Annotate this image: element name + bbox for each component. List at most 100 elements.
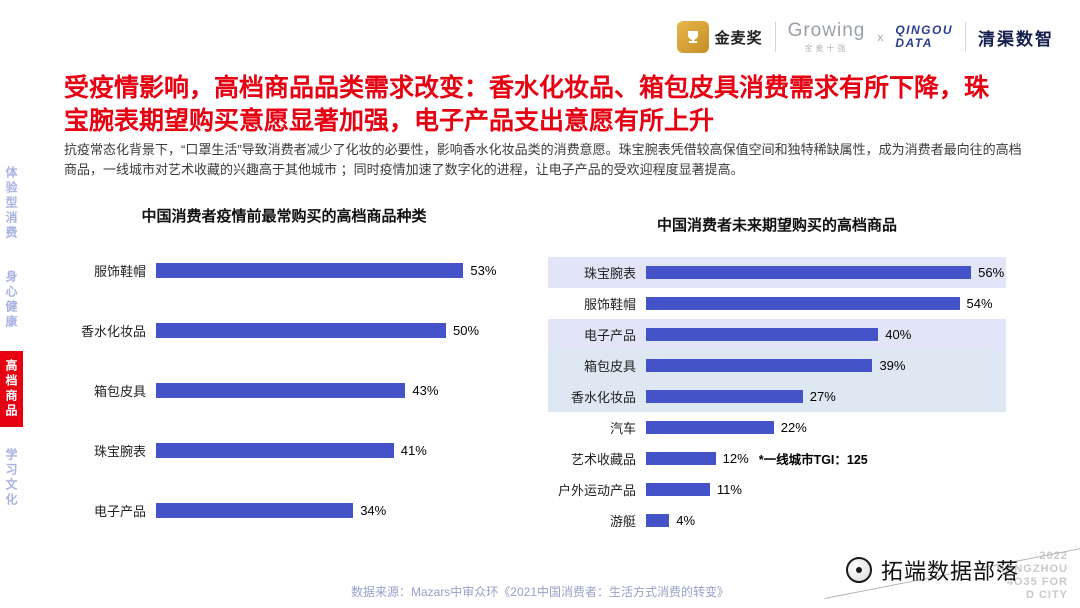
bar-label: 香水化妆品 xyxy=(570,390,636,405)
bar-annotation: *一线城市TGI：125 xyxy=(758,453,868,467)
bar xyxy=(646,421,774,434)
sidebar-item-身心健康[interactable]: 身心健康 xyxy=(4,270,18,330)
bar-value: 39% xyxy=(879,358,906,373)
chart-row: 香水化妆品 50% xyxy=(64,300,504,360)
chart-row: 箱包皮具 39% xyxy=(548,350,1006,381)
chart-row: 汽车 22% xyxy=(548,412,1006,443)
chart-row: 服饰鞋帽 54% xyxy=(548,288,1006,319)
bar-value: 54% xyxy=(966,296,993,311)
qingou-brand-name: 清渠数智 xyxy=(978,29,1054,49)
bar-value: 4% xyxy=(676,513,696,528)
bar-track: 43% xyxy=(156,360,504,420)
bar-label: 珠宝腕表 xyxy=(583,266,636,281)
bar-label: 汽车 xyxy=(609,421,636,436)
bar-track: 50% xyxy=(156,300,504,360)
bar-track: 54% xyxy=(646,288,1006,319)
divider xyxy=(965,22,966,52)
bar-value: 22% xyxy=(780,420,807,435)
trophy-icon xyxy=(676,21,709,53)
bar xyxy=(156,322,446,338)
bar-label: 服饰鞋帽 xyxy=(93,263,146,279)
chart-pre-pandemic: 中国消费者疫情前最常购买的高档商品种类 服饰鞋帽 53% 香水化妆品 50% 箱包皮具 4… xyxy=(64,205,504,540)
bar-label: 游艇 xyxy=(609,514,636,529)
bar-track: 56% xyxy=(646,257,1006,288)
bar-label: 珠宝腕表 xyxy=(93,443,146,459)
divider xyxy=(774,22,776,52)
bar xyxy=(646,359,873,372)
bar-label: 箱包皮具 xyxy=(93,383,146,399)
chart-row: 电子产品 34% xyxy=(64,480,504,540)
bar-label: 箱包皮具 xyxy=(583,359,636,374)
growing-logo: Growing 金麦十强 xyxy=(787,20,866,53)
bar-track: 27% xyxy=(646,381,1006,412)
logo-separator: x xyxy=(877,30,884,44)
chart-rows: 珠宝腕表 56% 服饰鞋帽 54% 电子产品 40% 箱包皮具 39% 香水化妆品 27% 汽车 22… xyxy=(548,257,1006,536)
bar-label: 电子产品 xyxy=(93,503,146,519)
bar xyxy=(646,266,972,279)
chart-row: 箱包皮具 43% xyxy=(64,360,504,420)
bar-value: 40% xyxy=(885,327,912,342)
bar-label: 香水化妆品 xyxy=(80,323,146,339)
bar-label: 服饰鞋帽 xyxy=(583,297,636,312)
bar-value: 11% xyxy=(716,482,742,497)
brand-name: 拓端数据部落 xyxy=(881,559,1020,584)
bar-value: 12% xyxy=(722,451,749,466)
bar xyxy=(646,483,710,496)
chart-row: 艺术收藏品 12% *一线城市TGI：125 xyxy=(548,443,1006,474)
chart-future-intent: 中国消费者未来期望购买的高档商品 珠宝腕表 56% 服饰鞋帽 54% 电子产品 40% 箱包… xyxy=(548,214,1006,536)
chart-row: 户外运动产品 11% xyxy=(548,474,1006,505)
bar-track: 39% xyxy=(646,350,1006,381)
watermark-brand: 拓端数据部落 xyxy=(846,554,1019,586)
chart-row: 电子产品 40% xyxy=(548,319,1006,350)
bar-value: 56% xyxy=(978,265,1005,280)
bar-label: 户外运动产品 xyxy=(557,483,636,498)
brand-logo-icon xyxy=(846,557,872,583)
bar xyxy=(156,442,394,458)
bar-value: 34% xyxy=(360,502,387,518)
sidebar-item-高档商品[interactable]: 高档商品 xyxy=(0,351,23,427)
sidebar: 体验型消费身心健康高档商品学习文化 xyxy=(0,158,23,516)
bar-value: 27% xyxy=(809,389,836,404)
chart-row: 服饰鞋帽 53% xyxy=(64,240,504,300)
corner-watermark: 2022 HANGZHOU 4O35 FOR D CITY xyxy=(996,550,1068,602)
sidebar-item-体验型消费[interactable]: 体验型消费 xyxy=(4,166,18,241)
bar-track: 4% xyxy=(646,505,1006,536)
chart-row: 香水化妆品 27% xyxy=(548,381,1006,412)
bar-value: 50% xyxy=(453,322,480,338)
chart-row: 珠宝腕表 56% xyxy=(548,257,1006,288)
bar-label: 艺术收藏品 xyxy=(570,452,636,467)
logo-bar: 金麦奖 Growing 金麦十强 x QINGOU DATA 清渠数智 xyxy=(676,20,1054,54)
bar-value: 43% xyxy=(412,382,439,398)
chart-row: 珠宝腕表 41% xyxy=(64,420,504,480)
bar-track: 12% *一线城市TGI：125 xyxy=(646,443,1006,474)
bar xyxy=(646,297,960,310)
jinmai-award-name: 金麦奖 xyxy=(714,29,763,47)
bar-value: 41% xyxy=(400,442,427,458)
bar-track: 40% xyxy=(646,319,1006,350)
bar-track: 22% xyxy=(646,412,1006,443)
bar xyxy=(156,382,406,398)
chart-row: 游艇 4% xyxy=(548,505,1006,536)
bar-value: 53% xyxy=(470,262,497,278)
bar xyxy=(646,514,670,527)
intro-paragraph: 抗疫常态化背景下，“口罩生活”导致消费者减少了化妆的必要性，影响香水化妆品类的消… xyxy=(64,142,1022,178)
bar-track: 34% xyxy=(156,480,504,540)
bar-track: 11% xyxy=(646,474,1006,505)
bar-track: 41% xyxy=(156,420,504,480)
bar xyxy=(156,262,464,278)
data-source: 数据来源：Mazars中审众环《2021中国消费者：生活方式消费的转变》 xyxy=(350,585,730,599)
chart-title: 中国消费者未来期望购买的高档商品 xyxy=(656,217,897,234)
chart-title: 中国消费者疫情前最常购买的高档商品种类 xyxy=(141,208,427,225)
bar xyxy=(646,452,716,465)
bar xyxy=(646,328,879,341)
qingou-data-logo: QINGOU DATA xyxy=(895,22,953,50)
bar xyxy=(646,390,803,403)
bar xyxy=(156,502,354,518)
jinmai-award-logo: 金麦奖 xyxy=(676,21,763,53)
bar-label: 电子产品 xyxy=(583,328,636,343)
sidebar-item-学习文化[interactable]: 学习文化 xyxy=(4,448,18,508)
chart-rows: 服饰鞋帽 53% 香水化妆品 50% 箱包皮具 43% 珠宝腕表 41% 电子产品 34% xyxy=(64,240,504,540)
page-title: 受疫情影响，高档商品品类需求改变：香水化妆品、箱包皮具消费需求有所下降，珠宝腕表… xyxy=(64,74,990,135)
bar-track: 53% xyxy=(156,240,504,300)
